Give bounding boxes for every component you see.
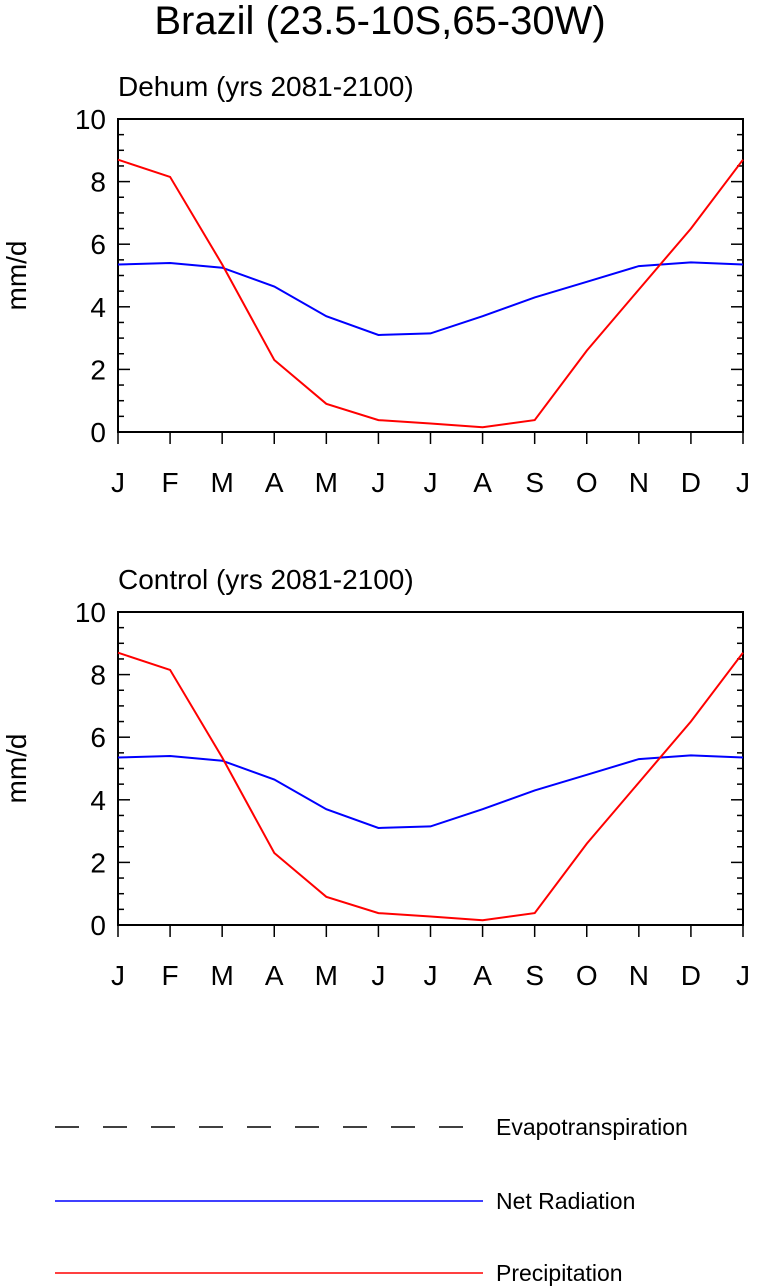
x-tick-label: F xyxy=(162,467,179,498)
y-tick-label: 4 xyxy=(90,292,106,323)
x-tick-label: O xyxy=(576,960,598,991)
y-tick-label: 10 xyxy=(75,104,106,135)
x-tick-label: J xyxy=(111,960,125,991)
panel-title: Dehum (yrs 2081-2100) xyxy=(118,71,414,102)
series-line-precipitation xyxy=(117,651,744,922)
x-tick-label: M xyxy=(211,960,234,991)
y-tick-label: 6 xyxy=(90,229,106,260)
x-tick-label: A xyxy=(265,960,284,991)
plot-frame xyxy=(117,118,744,433)
x-tick-label: N xyxy=(629,467,649,498)
x-tick-label: D xyxy=(681,467,701,498)
y-tick-label: 2 xyxy=(90,354,106,385)
x-tick-label: N xyxy=(629,960,649,991)
series-line-precipitation xyxy=(117,158,744,429)
panel-title: Control (yrs 2081-2100) xyxy=(118,564,414,595)
series-line-net-radiation xyxy=(117,261,744,337)
x-tick-label: F xyxy=(162,960,179,991)
x-tick-label: J xyxy=(371,467,385,498)
x-tick-label: J xyxy=(111,467,125,498)
x-tick-label: D xyxy=(681,960,701,991)
x-tick-label: S xyxy=(525,960,544,991)
x-tick-label: J xyxy=(736,960,750,991)
legend-label-evapotranspiration: Evapotranspiration xyxy=(496,1114,688,1140)
x-tick-label: A xyxy=(473,960,492,991)
x-tick-label: A xyxy=(473,467,492,498)
y-tick-label: 8 xyxy=(90,167,106,198)
x-tick-label: M xyxy=(315,960,338,991)
y-tick-label: 8 xyxy=(90,660,106,691)
legend-label-net-radiation: Net Radiation xyxy=(496,1188,635,1214)
x-tick-label: J xyxy=(424,960,438,991)
y-tick-label: 2 xyxy=(90,847,106,878)
x-tick-label: M xyxy=(211,467,234,498)
legend: Evapotranspiration Net Radiation Precipita… xyxy=(55,1114,688,1286)
y-tick-label: 10 xyxy=(75,597,106,628)
plot-frame xyxy=(117,611,744,926)
x-tick-label: J xyxy=(371,960,385,991)
y-tick-label: 0 xyxy=(90,910,106,941)
x-tick-label: O xyxy=(576,467,598,498)
x-tick-label: J xyxy=(736,467,750,498)
y-axis-label: mm/d xyxy=(1,241,32,311)
x-tick-label: S xyxy=(525,467,544,498)
series-line-net-radiation xyxy=(117,754,744,830)
legend-label-precipitation: Precipitation xyxy=(496,1260,623,1286)
y-tick-label: 4 xyxy=(90,785,106,816)
x-tick-label: M xyxy=(315,467,338,498)
x-tick-label: A xyxy=(265,467,284,498)
y-tick-label: 6 xyxy=(90,722,106,753)
figure-title: Brazil (23.5-10S,65-30W) xyxy=(154,0,605,43)
y-tick-label: 0 xyxy=(90,417,106,448)
x-tick-label: J xyxy=(424,467,438,498)
y-axis-label: mm/d xyxy=(1,734,32,804)
